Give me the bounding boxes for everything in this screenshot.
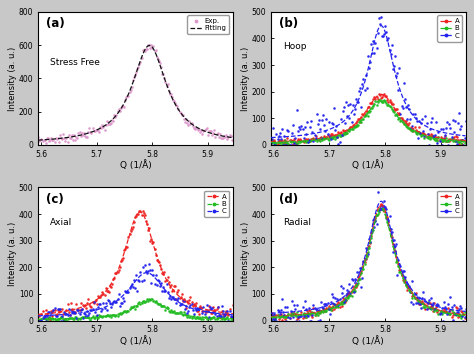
Text: (d): (d): [279, 193, 298, 206]
Legend: A, B, C: A, B, C: [438, 191, 462, 217]
X-axis label: Q (1/Å): Q (1/Å): [353, 336, 384, 346]
Text: (b): (b): [279, 17, 298, 30]
Text: (a): (a): [46, 17, 65, 30]
Text: Hoop: Hoop: [283, 42, 306, 51]
X-axis label: Q (1/Å): Q (1/Å): [119, 336, 151, 346]
Text: Stress Free: Stress Free: [50, 58, 100, 67]
Text: (c): (c): [46, 193, 64, 206]
Legend: A, B, C: A, B, C: [438, 15, 462, 42]
Y-axis label: Intensity (a. u.): Intensity (a. u.): [9, 46, 18, 110]
Y-axis label: Intensity (a. u.): Intensity (a. u.): [241, 222, 250, 286]
X-axis label: Q (1/Å): Q (1/Å): [353, 160, 384, 170]
Y-axis label: Intensity (a. u.): Intensity (a. u.): [9, 222, 18, 286]
Legend: Exp., Fitting: Exp., Fitting: [187, 15, 229, 34]
X-axis label: Q (1/Å): Q (1/Å): [119, 160, 151, 170]
Text: Radial: Radial: [283, 218, 311, 227]
Text: Axial: Axial: [50, 218, 72, 227]
Legend: A, B, C: A, B, C: [204, 191, 229, 217]
Y-axis label: Intensity (a. u.): Intensity (a. u.): [241, 46, 250, 110]
